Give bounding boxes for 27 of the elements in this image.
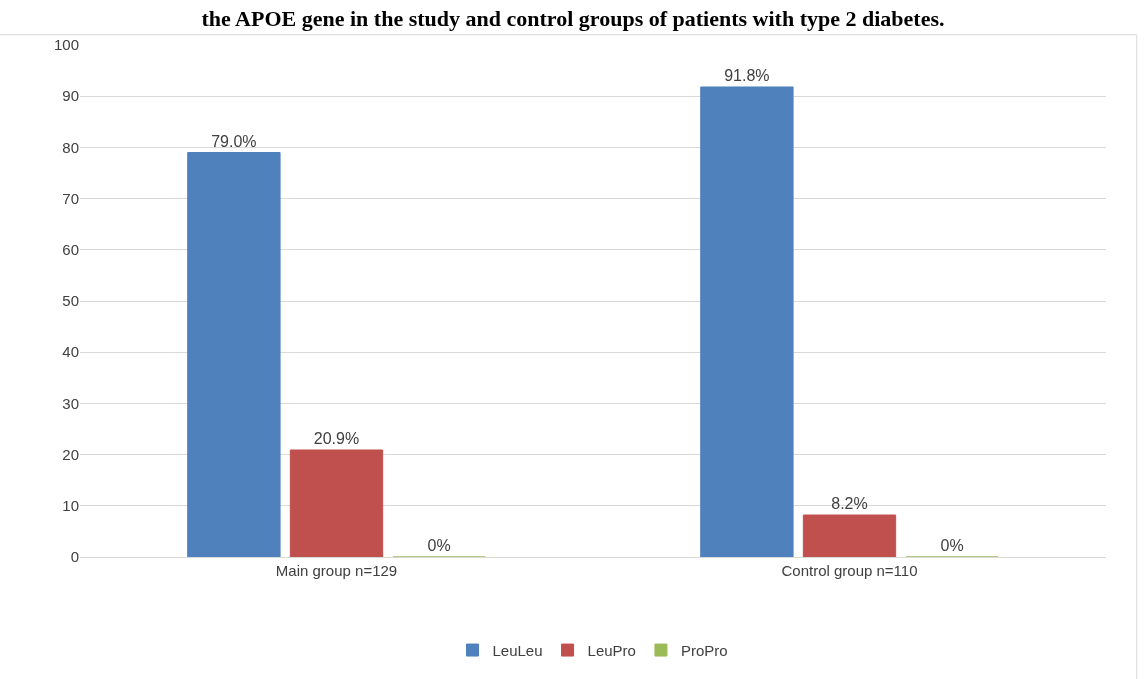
legend-label: LeuPro bbox=[587, 641, 636, 659]
y-tick-label: 40 bbox=[62, 343, 79, 361]
y-tick-label: 30 bbox=[62, 394, 79, 412]
data-label: 0% bbox=[427, 537, 451, 554]
legend-label: LeuLeu bbox=[492, 641, 543, 659]
chart-title: the APOE gene in the study and control groups of patients with type 2 diabetes. bbox=[201, 5, 945, 31]
y-tick-label: 0 bbox=[70, 548, 79, 566]
y-tick-label: 100 bbox=[53, 36, 79, 54]
bar bbox=[700, 86, 794, 557]
x-tick-label: Control group n=110 bbox=[781, 562, 918, 579]
y-tick-label: 10 bbox=[62, 497, 79, 515]
x-tick-label: Main group n=129 bbox=[275, 562, 398, 579]
data-label: 79.0% bbox=[211, 132, 257, 150]
y-tick-label: 90 bbox=[62, 87, 79, 105]
y-tick-label: 80 bbox=[62, 138, 79, 156]
data-label: 0% bbox=[940, 537, 964, 554]
legend-label: ProPro bbox=[680, 641, 728, 659]
bar bbox=[802, 514, 897, 557]
data-label: 20.9% bbox=[313, 429, 360, 447]
y-tick-label: 20 bbox=[62, 445, 79, 463]
data-label: 8.2% bbox=[831, 495, 868, 513]
y-tick-label: 60 bbox=[62, 241, 79, 259]
y-tick-label: 70 bbox=[62, 189, 79, 207]
bar bbox=[187, 152, 281, 557]
bar bbox=[289, 449, 384, 557]
data-label: 91.8% bbox=[724, 66, 770, 84]
y-tick-label: 50 bbox=[62, 292, 79, 310]
